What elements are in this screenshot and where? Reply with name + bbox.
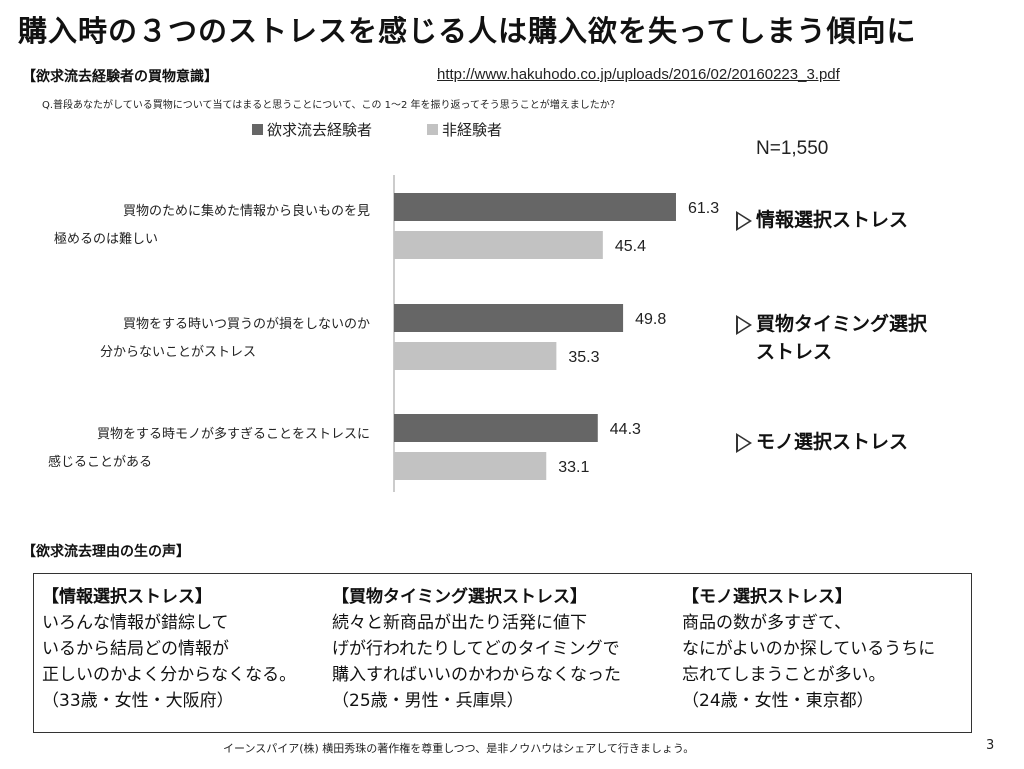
voice-2-line-3: 購入すればいいのかわからなくなった [332,665,621,685]
annotation-3-line-1: モノ選択ストレス [756,431,909,453]
footer-copyright: イーンスパイア(株) 横田秀珠の著作権を尊重しつつ、是非ノウハウはシェアして行き… [223,742,695,755]
legend-label-non-experienced: 非経験者 [442,121,503,139]
bar-non-experienced-3 [394,452,547,480]
annotation-2-line-1: 買物タイミング選択 [756,313,928,335]
category-label-3: 買物をする時モノが多すぎることをストレスに 感じることがある [40,421,370,477]
value-label-experienced-3: 44.3 [610,421,641,438]
category-label-2-line-2: 分からないことがストレス [100,345,257,360]
voice-2-heading: 【買物タイミング選択ストレス】 [332,587,587,607]
voices-label: 【欲求流去理由の生の声】 [22,544,190,560]
category-label-1: 買物のために集めた情報から良いものを見 極めるのは難しい [40,198,370,254]
voice-3-line-3: 忘れてしまうことが多い。 [682,665,886,685]
annotation-2: 買物タイミング選択 ストレス [736,310,927,366]
voice-1: 【情報選択ストレス】 いろんな情報が錯綜して いるから結局どの情報が 正しいのか… [42,584,296,714]
bar-experienced-2 [394,304,624,332]
value-label-non-experienced-1: 45.4 [615,238,646,255]
category-label-3-line-2: 感じることがある [48,455,153,470]
value-label-experienced-1: 61.3 [688,200,719,217]
voice-1-line-1: いろんな情報が錯綜して [42,613,229,633]
annotation-1-line-1: 情報選択ストレス [756,209,909,231]
triangle-icon [736,432,752,453]
page-number: 3 [986,738,995,753]
legend-item-non-experienced: 非経験者 [427,119,502,140]
slide-title: 購入時の３つのストレスを感じる人は購入欲を失ってしまう傾向に [18,14,917,48]
voice-2-line-2: げが行われたりしてどのタイミングで [332,639,620,659]
bar-experienced-3 [394,414,598,442]
voice-1-heading: 【情報選択ストレス】 [42,587,212,607]
voice-1-line-3: 正しいのかよく分からなくなる。 [42,665,297,685]
value-label-non-experienced-2: 35.3 [568,349,599,366]
voice-2-line-4: （25歳・男性・兵庫県） [332,691,524,711]
legend-swatch-non-experienced [427,124,438,135]
source-link[interactable]: http://www.hakuhodo.co.jp/uploads/2016/0… [437,66,840,83]
annotation-2-line-2: ストレス [756,341,833,363]
bar-experienced-1 [394,193,676,221]
category-label-1-line-2: 極めるのは難しい [54,232,159,247]
legend-item-experienced: 欲求流去経験者 [252,119,372,140]
voice-3: 【モノ選択ストレス】 商品の数が多すぎて、 なにがよいのか探しているうちに 忘れ… [682,584,935,714]
voice-3-line-4: （24歳・女性・東京都） [682,691,874,711]
bar-non-experienced-1 [394,231,603,259]
voice-1-line-2: いるから結局どの情報が [42,639,229,659]
voice-3-line-1: 商品の数が多すぎて、 [682,613,852,633]
triangle-icon [736,314,752,335]
voice-3-heading: 【モノ選択ストレス】 [682,587,852,607]
value-label-non-experienced-3: 33.1 [558,459,589,476]
survey-question: Q.普段あなたがしている買物について当てはまると思うことについて、この 1～2 … [42,100,620,111]
category-label-2: 買物をする時いつ買うのが損をしないのか 分からないことがストレス [40,311,370,367]
survey-label: 【欲求流去経験者の買物意識】 [22,69,218,85]
category-label-1-line-1: 買物のために集めた情報から良いものを見 [122,204,370,219]
voice-2-line-1: 続々と新商品が出たり活発に値下 [332,613,587,633]
value-label-experienced-2: 49.8 [635,311,666,328]
annotation-3: モノ選択ストレス [736,428,908,456]
voice-1-line-4: （33歳・女性・大阪府） [42,691,234,711]
category-label-2-line-1: 買物をする時いつ買うのが損をしないのか [122,317,370,332]
sample-size: N=1,550 [756,138,829,159]
category-label-3-line-1: 買物をする時モノが多すぎることをストレスに [96,427,370,442]
legend-label-experienced: 欲求流去経験者 [267,121,373,139]
voice-3-line-2: なにがよいのか探しているうちに [682,639,936,659]
legend-swatch-experienced [252,124,263,135]
bar-non-experienced-2 [394,342,557,370]
annotation-1: 情報選択ストレス [736,206,908,234]
voices-box: 【情報選択ストレス】 いろんな情報が錯綜して いるから結局どの情報が 正しいのか… [33,573,972,733]
triangle-icon [736,210,752,231]
voice-2: 【買物タイミング選択ストレス】 続々と新商品が出たり活発に値下 げが行われたりし… [332,584,621,714]
